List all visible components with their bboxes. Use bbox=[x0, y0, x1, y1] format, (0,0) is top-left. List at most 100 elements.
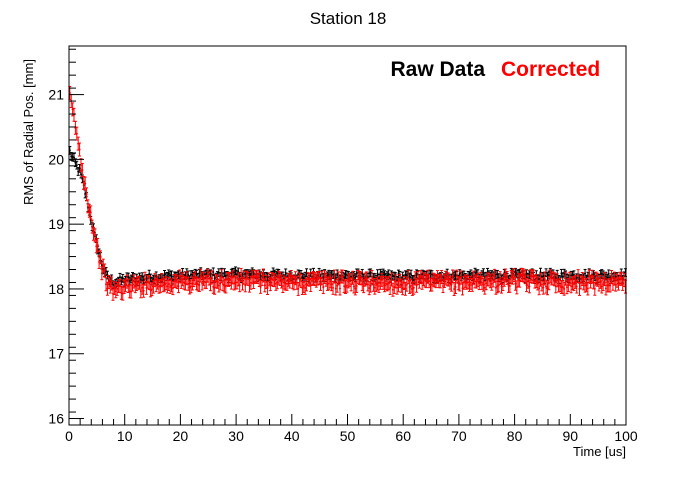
data-point bbox=[120, 279, 123, 282]
data-point bbox=[184, 282, 187, 285]
data-point bbox=[435, 280, 438, 283]
data-point bbox=[192, 279, 195, 282]
data-point bbox=[380, 278, 383, 281]
data-point bbox=[206, 274, 209, 277]
data-point bbox=[96, 243, 99, 246]
legend-entry-corrected: Corrected bbox=[501, 58, 600, 81]
data-point bbox=[233, 271, 236, 274]
data-point bbox=[99, 256, 102, 259]
data-point bbox=[390, 278, 393, 281]
data-point bbox=[401, 287, 404, 290]
data-point bbox=[411, 287, 414, 290]
y-tick-label: 21 bbox=[48, 87, 64, 103]
data-point bbox=[547, 273, 550, 276]
data-point bbox=[142, 279, 145, 282]
data-point bbox=[242, 276, 245, 279]
data-point bbox=[563, 272, 566, 275]
data-point bbox=[191, 282, 194, 285]
data-point bbox=[288, 280, 291, 283]
data-point bbox=[163, 273, 166, 276]
data-point bbox=[75, 164, 78, 167]
data-point bbox=[436, 276, 439, 279]
data-point bbox=[105, 283, 108, 286]
y-tick-label: 17 bbox=[48, 346, 64, 362]
data-point bbox=[177, 285, 180, 288]
data-point bbox=[320, 277, 323, 280]
data-point bbox=[454, 286, 457, 289]
x-tick-label: 10 bbox=[117, 428, 133, 444]
data-point bbox=[524, 276, 527, 279]
data-point bbox=[412, 286, 415, 289]
data-point bbox=[383, 284, 386, 287]
data-point bbox=[244, 284, 247, 287]
y-axis-label: RMS of Radial Pos. [mm] bbox=[21, 59, 36, 205]
data-point bbox=[263, 284, 266, 287]
data-point bbox=[92, 232, 95, 235]
data-point bbox=[442, 285, 445, 288]
data-point bbox=[327, 282, 330, 285]
data-point bbox=[160, 279, 163, 282]
y-tick-label: 20 bbox=[48, 151, 64, 167]
data-point bbox=[373, 286, 376, 289]
data-point bbox=[482, 283, 485, 286]
x-tick-label: 80 bbox=[507, 428, 523, 444]
data-point bbox=[558, 284, 561, 287]
chart-title: Station 18 bbox=[310, 9, 387, 28]
data-point bbox=[223, 284, 226, 287]
data-point bbox=[443, 279, 446, 282]
data-point bbox=[614, 283, 617, 286]
data-layer bbox=[68, 85, 627, 301]
data-point bbox=[391, 288, 394, 291]
data-point bbox=[511, 276, 514, 279]
data-point bbox=[293, 282, 296, 285]
data-point bbox=[570, 285, 573, 288]
data-point bbox=[545, 285, 548, 288]
data-point bbox=[107, 280, 110, 283]
data-point bbox=[235, 273, 238, 276]
legend-entry-raw-data: Raw Data bbox=[390, 58, 485, 81]
data-point bbox=[487, 278, 490, 281]
data-point bbox=[240, 273, 243, 276]
data-point bbox=[371, 275, 374, 278]
data-point bbox=[167, 282, 170, 285]
data-point bbox=[81, 168, 84, 171]
data-point bbox=[542, 286, 545, 289]
data-point bbox=[220, 275, 223, 278]
data-point bbox=[274, 282, 277, 285]
y-tick-label: 16 bbox=[48, 411, 64, 427]
data-point bbox=[102, 264, 105, 267]
data-point bbox=[571, 282, 574, 285]
data-point bbox=[291, 281, 294, 284]
data-point bbox=[128, 279, 131, 282]
data-point bbox=[556, 279, 559, 282]
data-point bbox=[577, 275, 580, 278]
data-point bbox=[238, 284, 241, 287]
data-point bbox=[543, 277, 546, 280]
x-tick-label: 30 bbox=[228, 428, 244, 444]
data-point bbox=[609, 284, 612, 287]
data-point bbox=[297, 287, 300, 290]
data-point bbox=[355, 271, 358, 274]
data-point bbox=[493, 274, 496, 277]
data-point bbox=[588, 275, 591, 278]
data-point bbox=[377, 284, 380, 287]
data-point bbox=[483, 286, 486, 289]
data-point bbox=[313, 278, 316, 281]
data-point bbox=[280, 280, 283, 283]
data-point bbox=[123, 286, 126, 289]
data-point bbox=[607, 272, 610, 275]
data-point bbox=[315, 279, 318, 282]
data-point bbox=[276, 281, 279, 284]
data-point bbox=[329, 280, 332, 283]
data-point bbox=[124, 284, 127, 287]
data-point bbox=[323, 276, 326, 279]
data-point bbox=[224, 285, 227, 288]
data-point bbox=[500, 285, 503, 288]
data-point bbox=[170, 273, 173, 276]
data-point bbox=[251, 276, 254, 279]
data-point bbox=[352, 274, 355, 277]
data-point bbox=[581, 277, 584, 280]
data-point bbox=[492, 279, 495, 282]
data-point bbox=[582, 282, 585, 285]
data-point bbox=[113, 287, 116, 290]
